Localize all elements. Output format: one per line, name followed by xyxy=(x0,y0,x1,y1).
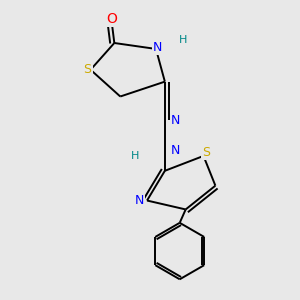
Text: N: N xyxy=(135,194,144,207)
Text: N: N xyxy=(171,114,180,127)
Text: N: N xyxy=(171,143,180,157)
Text: H: H xyxy=(131,151,139,161)
Text: O: O xyxy=(106,12,117,26)
Text: S: S xyxy=(202,146,211,160)
Text: H: H xyxy=(178,35,187,45)
Text: S: S xyxy=(84,63,92,76)
Text: N: N xyxy=(153,41,162,54)
